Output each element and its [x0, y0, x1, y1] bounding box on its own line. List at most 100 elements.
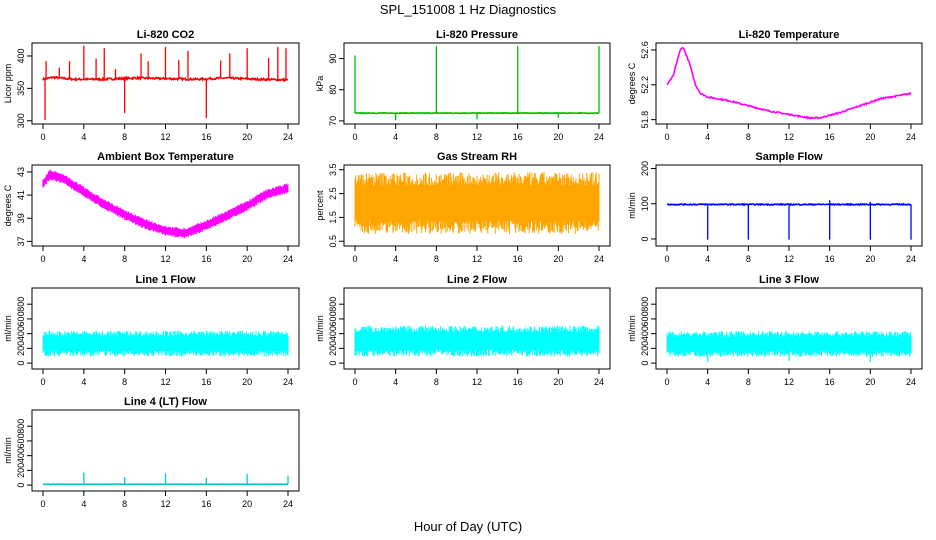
x-tick-label: 0	[664, 132, 669, 142]
y-tick-label: 0	[640, 236, 650, 241]
x-tick-label: 8	[434, 377, 439, 387]
panel-sampleflow: Sample Flow 0 4 8 12 16 20 24 0 100 200 ml/min	[627, 151, 923, 264]
x-tick-label: 8	[746, 132, 751, 142]
y-tick-label: 0	[328, 361, 338, 366]
x-tick-label: 24	[283, 377, 293, 387]
x-tick-label: 16	[513, 254, 523, 264]
series-sampleflow	[666, 200, 912, 240]
panel-title: Line 1 Flow	[136, 274, 196, 286]
x-tick-label: 8	[746, 254, 751, 264]
x-tick-label: 20	[242, 132, 252, 142]
series-boxtemp	[42, 169, 289, 239]
x-tick-label: 4	[393, 132, 398, 142]
x-tick-label: 12	[784, 254, 794, 264]
x-tick-label: 24	[594, 254, 604, 264]
y-tick-label: 600	[640, 311, 650, 326]
x-tick-label: 24	[906, 377, 916, 387]
x-tick-label: 0	[664, 254, 669, 264]
y-axis-label: Licor ppm	[3, 64, 13, 104]
panel-title: Li-820 Temperature	[739, 29, 840, 41]
x-tick-label: 8	[122, 377, 127, 387]
x-tick-label: 20	[553, 254, 563, 264]
y-tick-label: 200	[16, 463, 26, 478]
y-axis-label: ml/min	[3, 315, 13, 342]
data-band	[666, 331, 912, 357]
series-line1	[42, 330, 289, 357]
x-tick-label: 16	[201, 499, 211, 509]
x-tick-label: 12	[160, 132, 170, 142]
panel-title: Gas Stream RH	[437, 151, 517, 163]
y-tick-label: 400	[16, 48, 26, 63]
x-tick-label: 12	[160, 499, 170, 509]
x-tick-label: 4	[393, 377, 398, 387]
y-tick-label: 0	[16, 483, 26, 488]
panel-boxtemp: Ambient Box Temperature 0 4 8 12 16 20 24 37 39 41…	[3, 151, 300, 264]
y-tick-label: 300	[16, 113, 26, 128]
x-tick-label: 16	[825, 377, 835, 387]
y-tick-label: 800	[16, 297, 26, 312]
x-tick-label: 16	[201, 132, 211, 142]
series-rh	[354, 172, 600, 234]
y-tick-label: 400	[16, 448, 26, 463]
y-tick-label: 43	[16, 167, 26, 177]
y-tick-label: 0	[16, 361, 26, 366]
data-band	[42, 169, 289, 239]
x-tick-label: 12	[160, 377, 170, 387]
x-tick-label: 8	[122, 254, 127, 264]
data-band	[354, 172, 600, 234]
panel-line4: Line 4 (LT) Flow 0 4 8 12 16 20 24 0 200400600800…	[3, 396, 300, 509]
x-tick-label: 24	[283, 499, 293, 509]
y-tick-label: 800	[16, 419, 26, 434]
x-tick-label: 0	[40, 499, 45, 509]
y-tick-label: 0.5	[328, 235, 338, 248]
x-tick-label: 12	[784, 377, 794, 387]
y-axis-label: degrees C	[627, 62, 637, 104]
y-tick-label: 800	[328, 297, 338, 312]
y-axis-label: percent	[315, 190, 325, 221]
x-tick-label: 12	[784, 132, 794, 142]
x-tick-label: 0	[40, 377, 45, 387]
series-line3	[666, 331, 912, 363]
x-tick-label: 12	[472, 254, 482, 264]
data-band	[354, 325, 600, 357]
x-tick-label: 4	[705, 377, 710, 387]
series-pressure	[354, 46, 600, 121]
panel-pressure: Li-820 Pressure 0 4 8 12 16 20 24 70 80 90 kPa	[315, 29, 611, 142]
panel-title: Ambient Box Temperature	[97, 151, 234, 163]
figure-title: SPL_151008 1 Hz Diagnostics	[380, 2, 557, 17]
x-tick-label: 4	[81, 377, 86, 387]
x-tick-label: 8	[434, 132, 439, 142]
y-tick-label: 200	[16, 341, 26, 356]
y-tick-label: 90	[328, 54, 338, 64]
x-tick-label: 20	[865, 377, 875, 387]
panel-li820temp: Li-820 Temperature 0 4 8 12 16 20 24 51.8 52.2 52.…	[627, 29, 923, 142]
x-tick-label: 20	[553, 377, 563, 387]
x-tick-label: 4	[393, 254, 398, 264]
y-axis-label: ml/min	[627, 315, 637, 342]
panel-line1: Line 1 Flow 0 4 8 12 16 20 24 0 200400600800ml/mi…	[3, 274, 300, 387]
y-tick-label: 200	[640, 341, 650, 356]
y-axis-label: kPa	[315, 76, 325, 92]
y-tick-label: 52.2	[640, 76, 650, 94]
y-tick-label: 350	[16, 81, 26, 96]
panel-title: Li-820 CO2	[137, 29, 194, 41]
panel-title: Sample Flow	[755, 151, 823, 163]
y-tick-label: 2.5	[328, 187, 338, 200]
x-tick-label: 4	[81, 254, 86, 264]
y-tick-label: 0	[640, 361, 650, 366]
y-tick-label: 51.8	[640, 111, 650, 129]
x-tick-label: 8	[746, 377, 751, 387]
x-tick-label: 0	[352, 377, 357, 387]
x-tick-label: 4	[81, 132, 86, 142]
x-tick-label: 24	[906, 254, 916, 264]
y-axis-label: ml/min	[3, 437, 13, 464]
x-tick-label: 0	[352, 254, 357, 264]
x-tick-label: 12	[472, 132, 482, 142]
y-tick-label: 1.5	[328, 211, 338, 224]
panel-title: Line 3 Flow	[759, 274, 819, 286]
x-tick-label: 24	[594, 377, 604, 387]
y-tick-label: 80	[328, 85, 338, 95]
x-tick-label: 16	[513, 132, 523, 142]
y-tick-label: 3.5	[328, 164, 338, 177]
